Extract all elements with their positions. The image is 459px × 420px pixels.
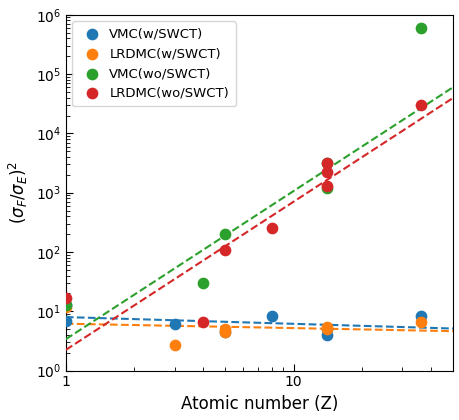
LRDMC(w/SWCT): [221, 326, 228, 333]
Legend: VMC(w/SWCT), LRDMC(w/SWCT), VMC(wo/SWCT), LRDMC(wo/SWCT): VMC(w/SWCT), LRDMC(w/SWCT), VMC(wo/SWCT)…: [72, 21, 235, 106]
VMC(wo/SWCT): [62, 301, 69, 308]
LRDMC(w/SWCT): [62, 303, 69, 310]
LRDMC(wo/SWCT): [323, 169, 330, 176]
LRDMC(wo/SWCT): [323, 159, 330, 166]
LRDMC(w/SWCT): [416, 319, 423, 326]
LRDMC(w/SWCT): [221, 328, 228, 335]
VMC(w/SWCT): [62, 301, 69, 308]
VMC(wo/SWCT): [416, 24, 423, 31]
LRDMC(w/SWCT): [170, 342, 178, 349]
VMC(w/SWCT): [221, 328, 228, 335]
LRDMC(w/SWCT): [323, 326, 330, 333]
LRDMC(wo/SWCT): [199, 319, 206, 326]
Y-axis label: $(\sigma_F/\sigma_E)^2$: $(\sigma_F/\sigma_E)^2$: [7, 161, 30, 224]
LRDMC(wo/SWCT): [416, 102, 423, 108]
VMC(wo/SWCT): [323, 185, 330, 192]
VMC(w/SWCT): [323, 326, 330, 333]
LRDMC(wo/SWCT): [62, 294, 69, 301]
X-axis label: Atomic number (Z): Atomic number (Z): [180, 395, 337, 413]
VMC(w/SWCT): [323, 331, 330, 338]
LRDMC(w/SWCT): [323, 323, 330, 330]
VMC(w/SWCT): [62, 317, 69, 324]
VMC(wo/SWCT): [199, 280, 206, 286]
VMC(w/SWCT): [416, 312, 423, 319]
VMC(wo/SWCT): [221, 231, 228, 238]
VMC(wo/SWCT): [323, 159, 330, 166]
LRDMC(wo/SWCT): [221, 246, 228, 253]
VMC(w/SWCT): [170, 321, 178, 328]
VMC(w/SWCT): [268, 312, 275, 319]
LRDMC(wo/SWCT): [268, 225, 275, 232]
LRDMC(wo/SWCT): [323, 183, 330, 189]
